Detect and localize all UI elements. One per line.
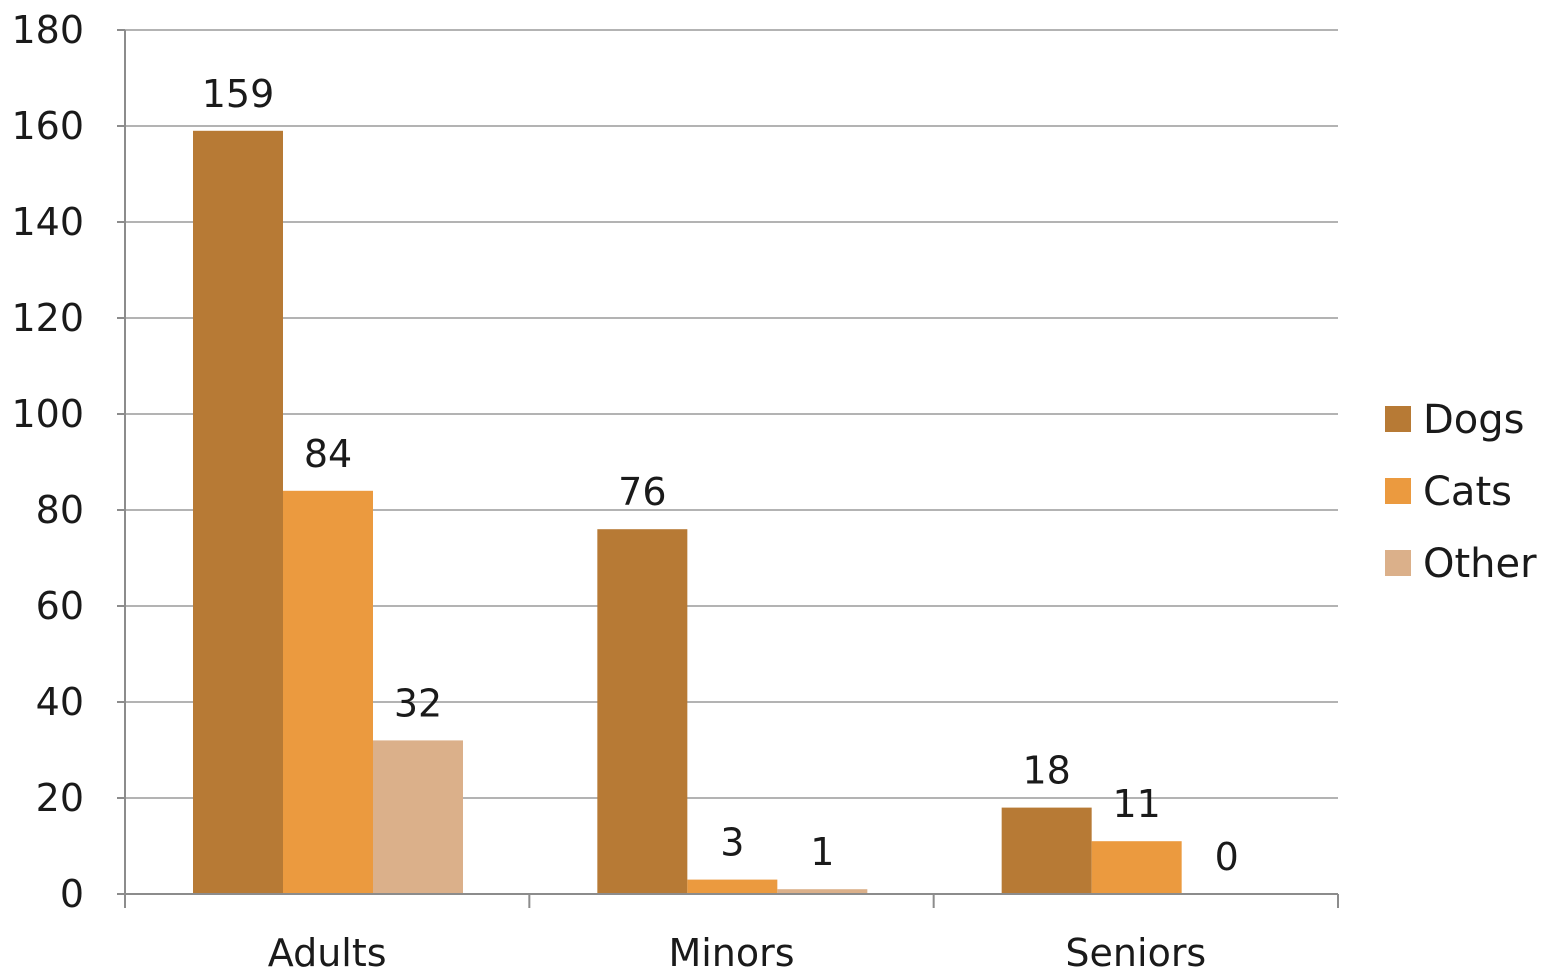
bar-cats-seniors (1091, 841, 1182, 894)
x-category-label-seniors: Seniors (1065, 931, 1206, 975)
data-label-other-minors: 1 (810, 830, 834, 874)
y-tick-label-20: 20 (36, 776, 84, 820)
legend-label-cats: Cats (1423, 469, 1512, 515)
y-tick-label-40: 40 (36, 680, 84, 724)
y-tick-label-80: 80 (36, 488, 84, 532)
bar-dogs-minors (597, 529, 688, 894)
bars (193, 130, 1182, 895)
data-label-cats-adults: 84 (304, 432, 352, 476)
y-tick-label-140: 140 (11, 200, 84, 244)
y-tick-label-180: 180 (11, 8, 84, 52)
data-label-dogs-adults: 159 (202, 72, 275, 116)
data-label-cats-minors: 3 (720, 821, 744, 865)
y-tick-label-0: 0 (60, 872, 84, 916)
labels: 0204060801001201401601801598432Adults763… (11, 8, 1238, 975)
data-label-cats-seniors: 11 (1112, 782, 1160, 826)
bar-other-minors (777, 889, 868, 894)
legend: Dogs Cats Other (1385, 397, 1537, 587)
bar-dogs-adults (193, 130, 283, 895)
legend-label-other: Other (1423, 541, 1537, 587)
legend-swatch-cats (1385, 478, 1411, 504)
bar-cats-minors (687, 879, 778, 894)
x-category-label-adults: Adults (268, 931, 387, 975)
bar-dogs-seniors (1001, 807, 1092, 894)
y-tick-label-60: 60 (36, 584, 84, 628)
x-category-label-minors: Minors (668, 931, 794, 975)
legend-swatch-dogs (1385, 406, 1411, 432)
legend-label-dogs: Dogs (1423, 397, 1525, 443)
y-tick-label-160: 160 (11, 104, 84, 148)
bar-cats-adults (283, 490, 373, 894)
legend-swatch-other (1385, 550, 1411, 576)
axes (117, 29, 1339, 908)
y-tick-label-100: 100 (11, 392, 84, 436)
bar-other-adults (373, 740, 463, 894)
data-label-other-adults: 32 (394, 681, 442, 725)
data-label-dogs-seniors: 18 (1022, 749, 1070, 793)
data-label-other-seniors: 0 (1215, 835, 1239, 879)
data-label-dogs-minors: 76 (618, 470, 666, 514)
y-tick-label-120: 120 (11, 296, 84, 340)
